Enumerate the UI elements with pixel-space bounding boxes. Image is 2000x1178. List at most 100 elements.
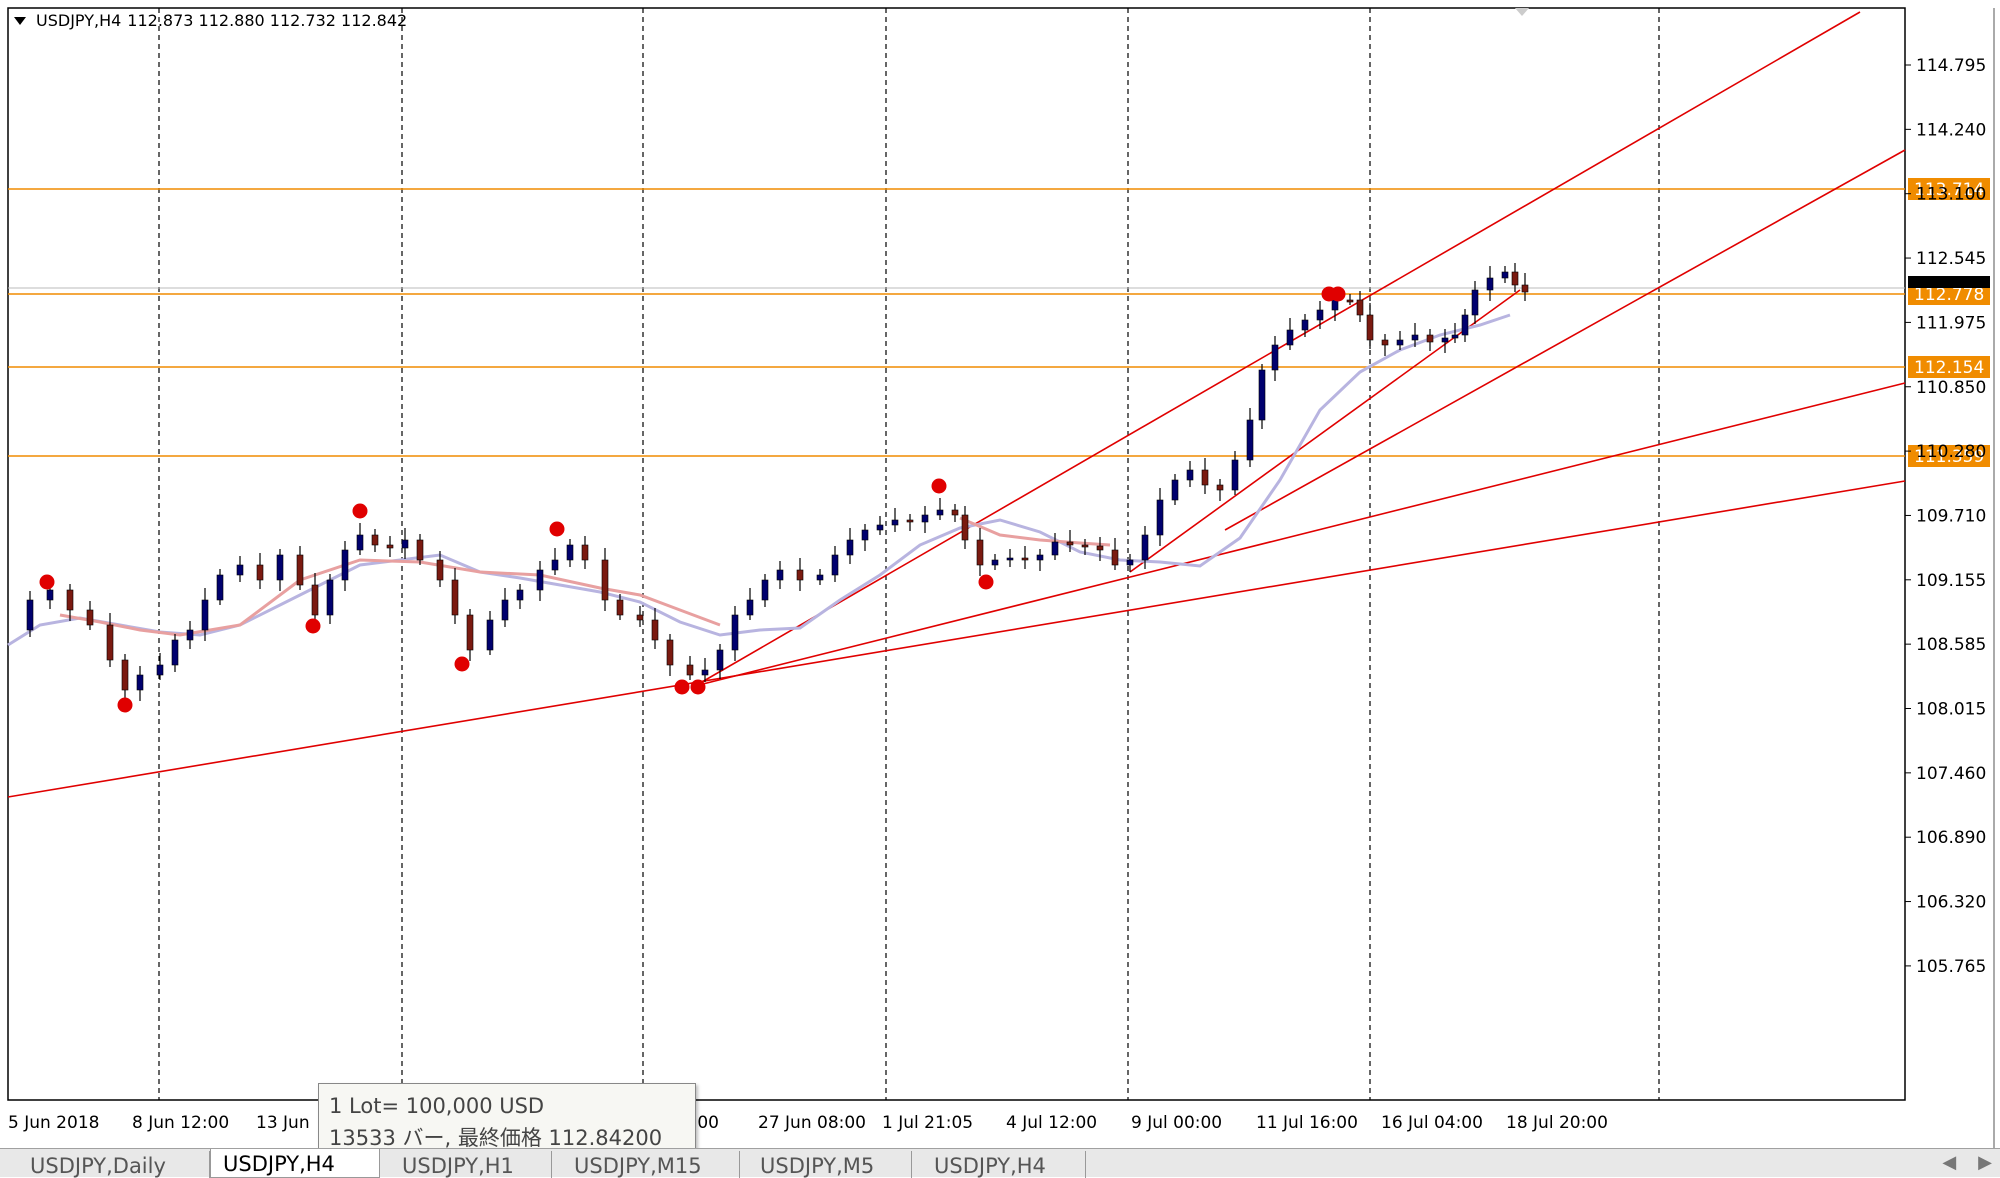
y-tick-label: 111.975: [1916, 313, 1986, 333]
candle-bull: [1126, 559, 1134, 566]
y-tick-label: 105.765: [1916, 957, 1986, 977]
pivot-dot: [305, 618, 321, 634]
dropdown-triangle-icon[interactable]: [14, 16, 26, 25]
moving-average-fast: [959, 516, 1111, 547]
candle-bear: [1111, 549, 1119, 566]
tab-usdjpy-daily[interactable]: USDJPY,Daily: [18, 1151, 210, 1178]
candle-bull: [1231, 459, 1239, 491]
y-tick-label: 108.585: [1916, 635, 1986, 655]
y-tick-label: 109.710: [1916, 506, 1986, 526]
candle-bear: [686, 664, 694, 676]
candle-bear: [1081, 544, 1089, 548]
pivot-dot: [1330, 286, 1346, 302]
candle-bear: [311, 584, 319, 616]
pivot-dot: [454, 656, 470, 672]
trendline: [7, 480, 1906, 798]
tab-label: USDJPY,H4: [223, 1152, 335, 1176]
x-tick-label: 4 Jul 12:00: [1006, 1113, 1097, 1133]
trendline: [1129, 289, 1521, 573]
y-tick-label: 113.100: [1916, 185, 1986, 205]
candle-bear: [371, 534, 379, 546]
triangle-left-icon[interactable]: ◀: [1942, 1152, 1957, 1173]
pivot-dot: [39, 574, 55, 590]
triangle-right-icon[interactable]: ▶: [1978, 1152, 1992, 1173]
candle-bear: [1511, 271, 1519, 286]
chart-tooltip: 1 Lot= 100,000 USD 13533 バー, 最終価格 112.84…: [318, 1083, 696, 1159]
x-tick-label: 9 Jul 00:00: [1131, 1113, 1222, 1133]
tab-usdjpy-m5[interactable]: USDJPY,M5: [748, 1151, 912, 1178]
candle-bear: [256, 564, 264, 581]
candle-bull: [1156, 499, 1164, 536]
candle-bull: [891, 519, 899, 526]
tab-usdjpy-h4-active[interactable]: USDJPY,H4: [210, 1149, 380, 1178]
y-tick-label: 107.460: [1916, 764, 1986, 784]
trendline: [1224, 149, 1906, 531]
ohlc-readout: 112.873 112.880 112.732 112.842: [127, 11, 408, 30]
candle-bull: [551, 559, 559, 571]
candle-bull: [991, 559, 999, 566]
candle-bear: [1356, 299, 1364, 316]
candle-bull: [1258, 369, 1266, 421]
candle-bear: [106, 624, 114, 661]
candle-bear: [86, 609, 94, 626]
tab-label: USDJPY,H4: [934, 1154, 1046, 1178]
x-tick-label: 18 Jul 20:00: [1506, 1113, 1608, 1133]
candle-bull: [816, 574, 824, 581]
candle-bull: [1441, 337, 1449, 343]
candle-bull: [761, 579, 769, 601]
level-price-text: 111.359: [1914, 447, 1984, 467]
tab-label: USDJPY,M5: [760, 1154, 875, 1178]
candle-bear: [1021, 557, 1029, 561]
level-price-tag: [1908, 356, 1990, 378]
candle-bull: [401, 539, 409, 549]
candle-bull: [536, 569, 544, 591]
candle-bear: [466, 614, 474, 651]
candle-bear: [451, 579, 459, 616]
level-price-tag: [1908, 178, 1990, 200]
y-tick-label: 110.280: [1916, 442, 1986, 462]
candle-bull: [1451, 334, 1459, 339]
candle-bull: [276, 554, 284, 581]
candle-bull: [356, 534, 364, 551]
candle-bear: [1381, 339, 1389, 346]
candle-bear: [906, 519, 914, 523]
price-chart[interactable]: 113.714 112.778 112.154 111.359 114.795 114.…: [0, 0, 2000, 1148]
chart-header: USDJPY,H4 112.873 112.880 112.732 112.84…: [14, 11, 407, 30]
trendline: [694, 382, 1906, 687]
tooltip-line-2: 13533 バー, 最終価格 112.84200: [329, 1126, 663, 1150]
candle-bull: [1036, 554, 1044, 561]
candle-bear: [1521, 284, 1529, 293]
current-price-marker: [1908, 276, 1990, 288]
candle-bull: [1471, 289, 1479, 316]
candle-bear: [636, 614, 644, 621]
tab-label: USDJPY,Daily: [30, 1154, 166, 1178]
candle-bull: [1141, 534, 1149, 561]
tab-usdjpy-h1[interactable]: USDJPY,H1: [390, 1151, 552, 1178]
candle-bull: [1411, 334, 1419, 341]
candle-bull: [326, 579, 334, 616]
candle-bull: [936, 509, 944, 516]
candle-bull: [171, 639, 179, 666]
chart-tabs: USDJPY,Daily USDJPY,H4 USDJPY,H1 USDJPY,…: [0, 1148, 2000, 1178]
pivot-dot: [674, 679, 690, 695]
y-tick-label: 106.320: [1916, 893, 1986, 913]
chart-shift-marker-icon: [1515, 8, 1529, 16]
tab-usdjpy-h4[interactable]: USDJPY,H4: [922, 1151, 1086, 1178]
candle-bear: [386, 544, 394, 549]
candle-bull: [516, 589, 524, 601]
candle-bear: [651, 619, 659, 641]
candle-bull: [1171, 479, 1179, 501]
candle-bear: [416, 539, 424, 561]
candle-bear: [436, 559, 444, 581]
tab-usdjpy-m15[interactable]: USDJPY,M15: [562, 1151, 740, 1178]
y-tick-label: 106.890: [1916, 828, 1986, 848]
candle-bull: [501, 599, 509, 621]
candle-bull: [341, 549, 349, 581]
candle-bear: [616, 599, 624, 616]
candle-bear: [1096, 545, 1104, 551]
candle-bear: [951, 509, 959, 516]
x-tick-label: 27 Jun 08:00: [758, 1113, 866, 1133]
candle-bull: [1186, 469, 1194, 481]
y-tick-label: 108.015: [1916, 700, 1986, 720]
y-tick-label: 112.545: [1916, 249, 1986, 269]
